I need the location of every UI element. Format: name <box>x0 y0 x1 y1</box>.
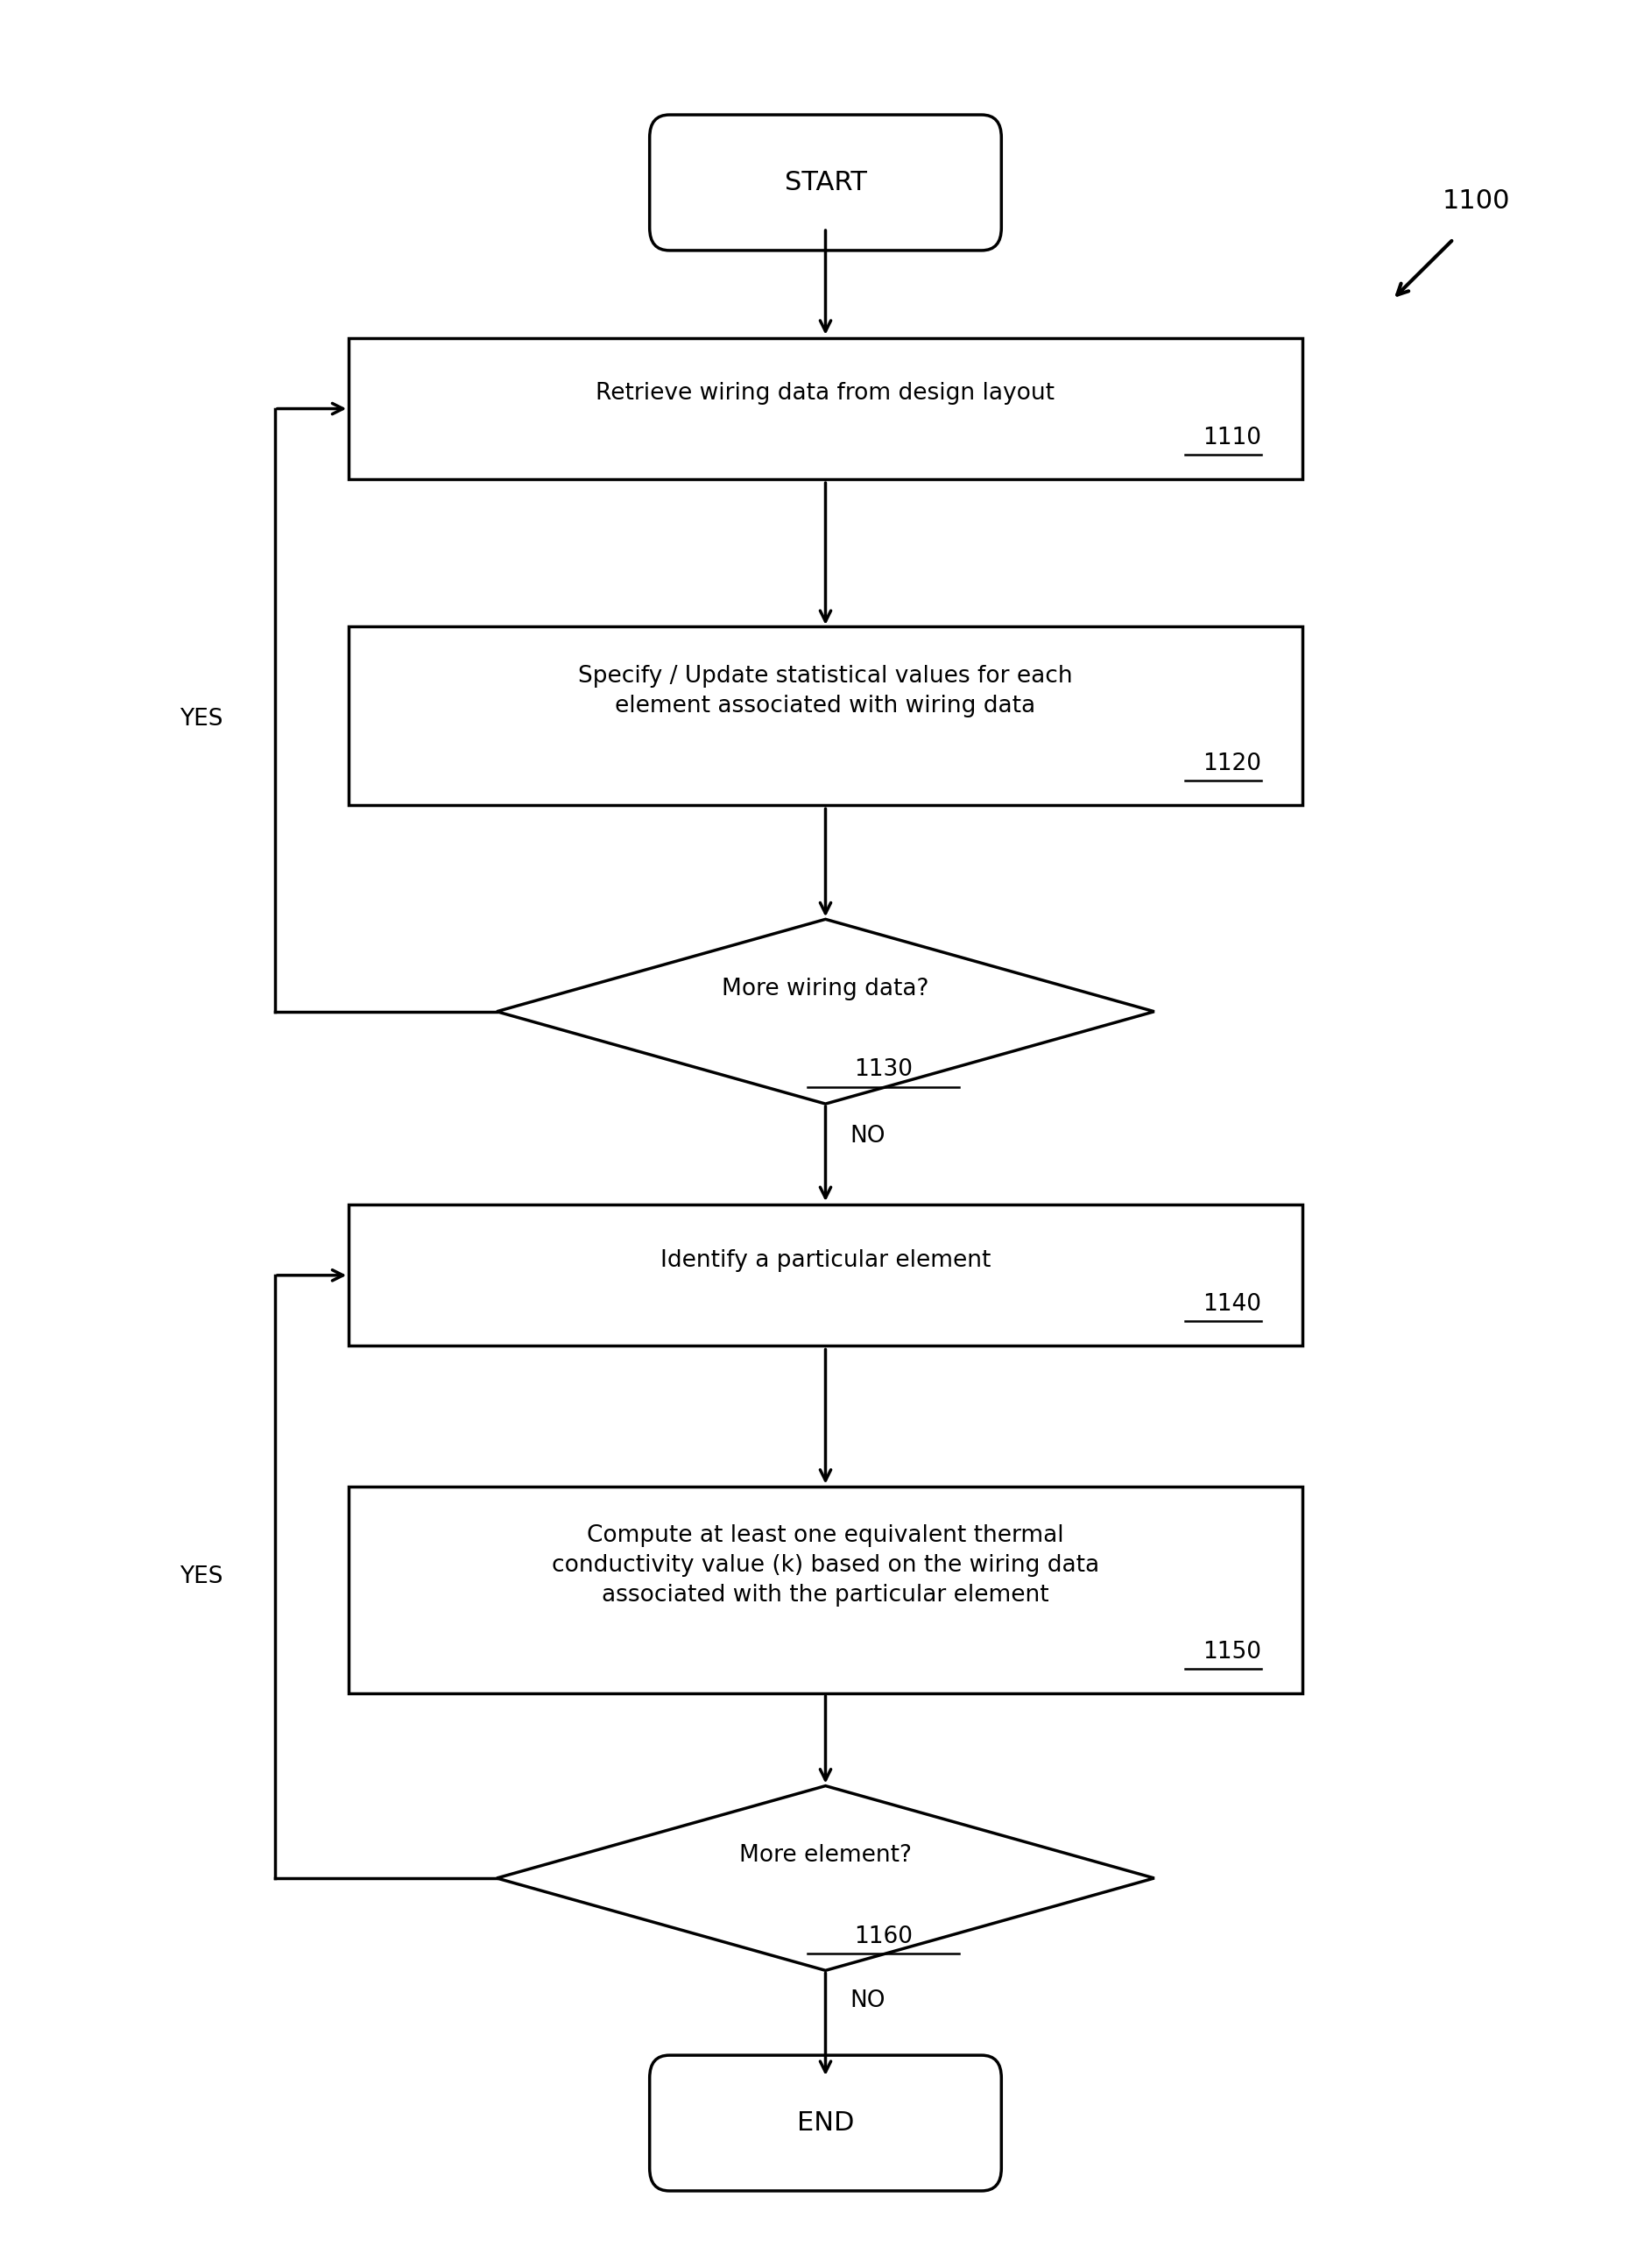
Bar <box>348 1486 1303 1694</box>
Text: 1160: 1160 <box>854 1926 913 1948</box>
Text: Retrieve wiring data from design layout: Retrieve wiring data from design layout <box>596 383 1055 406</box>
Bar <box>348 1204 1303 1345</box>
Polygon shape <box>497 1785 1154 1971</box>
Text: START: START <box>784 170 867 195</box>
Text: Compute at least one equivalent thermal
conductivity value (k) based on the wiri: Compute at least one equivalent thermal … <box>551 1524 1100 1606</box>
Polygon shape <box>497 919 1154 1105</box>
Text: Identify a particular element: Identify a particular element <box>660 1250 991 1272</box>
Text: More element?: More element? <box>740 1844 911 1867</box>
Text: YES: YES <box>180 708 223 730</box>
Text: NO: NO <box>850 1989 885 2012</box>
Text: 1110: 1110 <box>1202 426 1261 449</box>
Text: Specify / Update statistical values for each
element associated with wiring data: Specify / Update statistical values for … <box>578 665 1073 717</box>
Text: 1100: 1100 <box>1441 188 1509 213</box>
Text: 1130: 1130 <box>854 1059 913 1082</box>
Text: 1120: 1120 <box>1202 753 1261 776</box>
Text: END: END <box>797 2109 854 2136</box>
Text: YES: YES <box>180 1565 223 1588</box>
Text: NO: NO <box>850 1125 885 1148</box>
Text: More wiring data?: More wiring data? <box>721 978 930 1000</box>
Text: 1150: 1150 <box>1202 1640 1261 1662</box>
Bar <box>348 338 1303 479</box>
FancyBboxPatch shape <box>649 2055 1002 2191</box>
FancyBboxPatch shape <box>649 116 1002 249</box>
Bar <box>348 626 1303 805</box>
Text: 1140: 1140 <box>1202 1293 1261 1315</box>
